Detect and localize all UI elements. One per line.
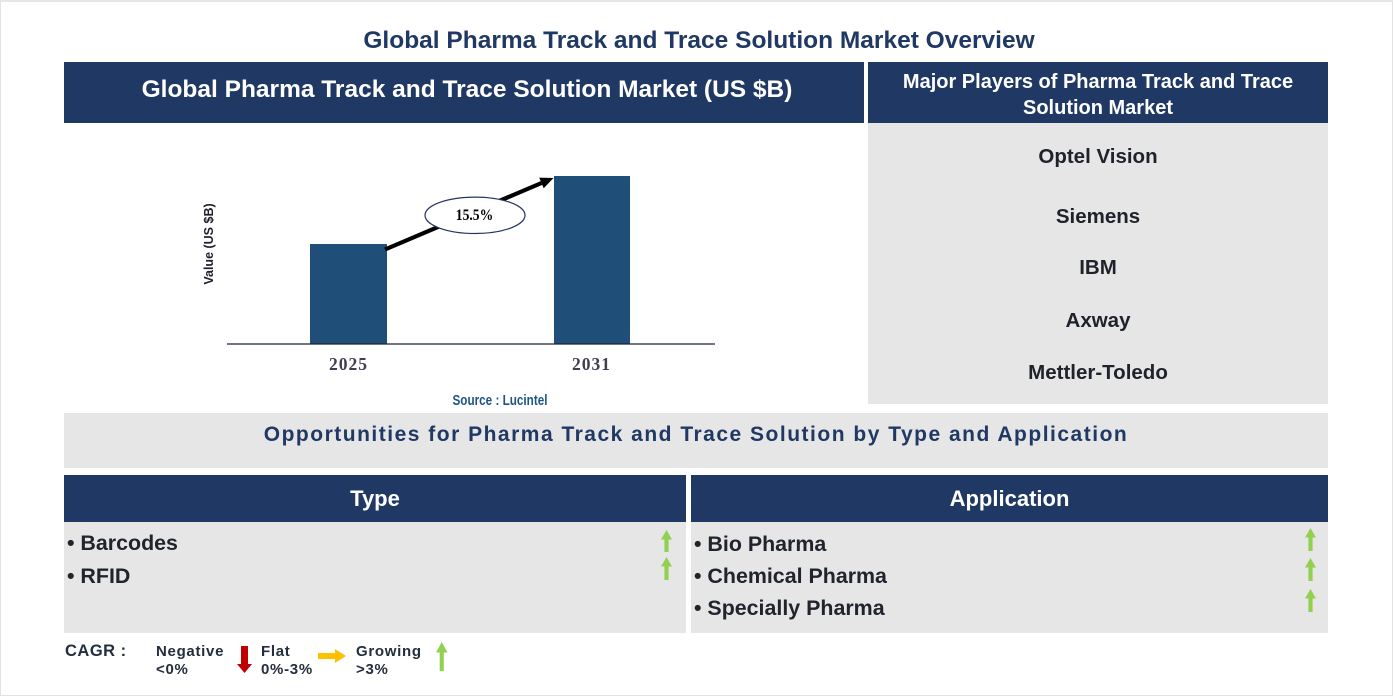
svg-text:15.5%: 15.5% — [456, 205, 494, 224]
svg-text:2025: 2025 — [329, 354, 368, 374]
svg-text:Source : Lucintel: Source : Lucintel — [453, 392, 548, 409]
svg-text:2031: 2031 — [572, 354, 611, 374]
svg-text:Value (US $B): Value (US $B) — [202, 203, 216, 284]
